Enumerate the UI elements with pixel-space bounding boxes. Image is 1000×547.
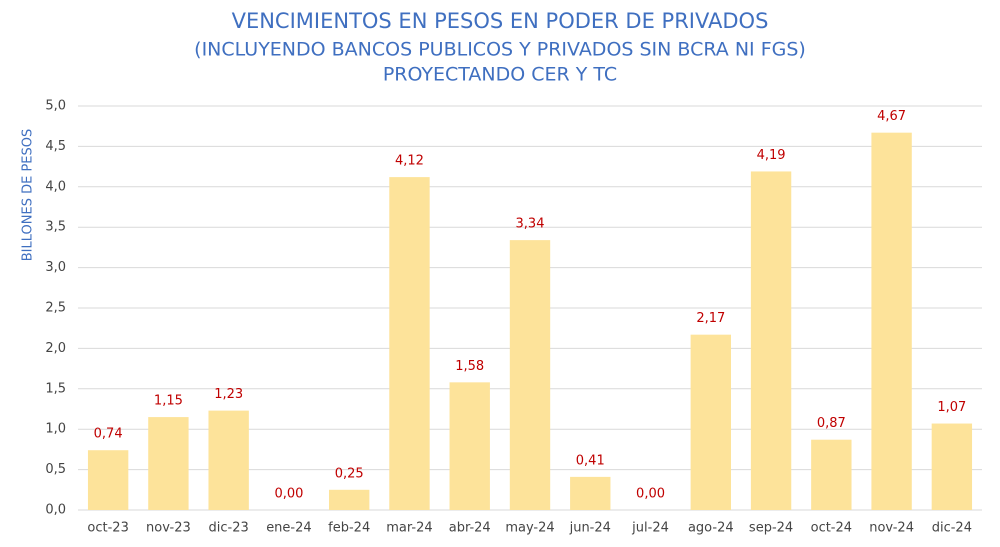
bar bbox=[931, 423, 973, 510]
x-tick-label: oct-24 bbox=[811, 521, 852, 536]
value-label: 1,07 bbox=[937, 400, 966, 415]
bar bbox=[148, 417, 189, 510]
y-tick-label: 0,0 bbox=[45, 503, 66, 518]
bar bbox=[449, 382, 490, 510]
value-label: 1,58 bbox=[455, 359, 484, 374]
value-label: 4,19 bbox=[757, 148, 786, 163]
x-tick-label: dic-24 bbox=[932, 521, 972, 536]
y-tick-label: 4,0 bbox=[45, 179, 66, 194]
value-label: 0,00 bbox=[636, 487, 665, 502]
bar bbox=[87, 450, 129, 510]
x-tick-label: dic-23 bbox=[209, 521, 249, 536]
bar bbox=[811, 439, 852, 510]
x-tick-label: oct-23 bbox=[87, 521, 128, 536]
y-tick-label: 4,5 bbox=[45, 139, 66, 154]
y-axis-title: BILLONES DE PESOS bbox=[21, 129, 36, 261]
value-label: 4,67 bbox=[877, 109, 906, 124]
y-tick-label: 1,0 bbox=[45, 422, 66, 437]
y-tick-label: 3,5 bbox=[45, 220, 66, 235]
y-tick-label: 0,5 bbox=[45, 462, 66, 477]
bar bbox=[871, 132, 912, 510]
value-label: 0,25 bbox=[335, 466, 364, 481]
x-tick-label: jun-24 bbox=[569, 521, 611, 536]
value-label: 1,15 bbox=[154, 394, 183, 409]
bar bbox=[329, 489, 370, 510]
x-tick-label: jul-24 bbox=[631, 521, 669, 536]
x-tick-label: ene-24 bbox=[266, 521, 311, 536]
x-tick-label: abr-24 bbox=[449, 521, 491, 536]
x-tick-label: sep-24 bbox=[749, 521, 793, 536]
y-tick-label: 3,0 bbox=[45, 260, 66, 275]
x-tick-label: ago-24 bbox=[688, 521, 734, 536]
value-label: 2,17 bbox=[696, 311, 725, 326]
x-tick-label: may-24 bbox=[505, 521, 554, 536]
bar bbox=[570, 476, 611, 510]
x-tick-label: mar-24 bbox=[386, 521, 432, 536]
value-label: 0,87 bbox=[817, 416, 846, 431]
bar bbox=[509, 240, 551, 511]
value-label: 0,41 bbox=[576, 453, 605, 468]
y-tick-label: 2,0 bbox=[45, 341, 66, 356]
value-label: 0,00 bbox=[274, 487, 303, 502]
x-tick-label: nov-24 bbox=[869, 521, 914, 536]
x-tick-label: nov-23 bbox=[146, 521, 191, 536]
x-tick-label: feb-24 bbox=[328, 521, 370, 536]
bar bbox=[389, 177, 430, 510]
bar bbox=[208, 410, 249, 510]
bar bbox=[690, 334, 731, 510]
value-label: 0,74 bbox=[94, 427, 123, 442]
y-tick-label: 2,5 bbox=[45, 301, 66, 316]
value-label: 3,34 bbox=[516, 217, 545, 232]
bar bbox=[750, 171, 792, 510]
chart-subtitle: PROYECTANDO CER Y TC bbox=[383, 64, 617, 86]
chart-subtitle: (INCLUYENDO BANCOS PUBLICOS Y PRIVADOS S… bbox=[194, 39, 806, 61]
y-tick-label: 5,0 bbox=[45, 99, 66, 114]
value-label: 4,12 bbox=[395, 154, 424, 169]
value-label: 1,23 bbox=[214, 387, 243, 402]
chart-title: VENCIMIENTOS EN PESOS EN PODER DE PRIVAD… bbox=[232, 9, 769, 33]
y-tick-label: 1,5 bbox=[45, 381, 66, 396]
